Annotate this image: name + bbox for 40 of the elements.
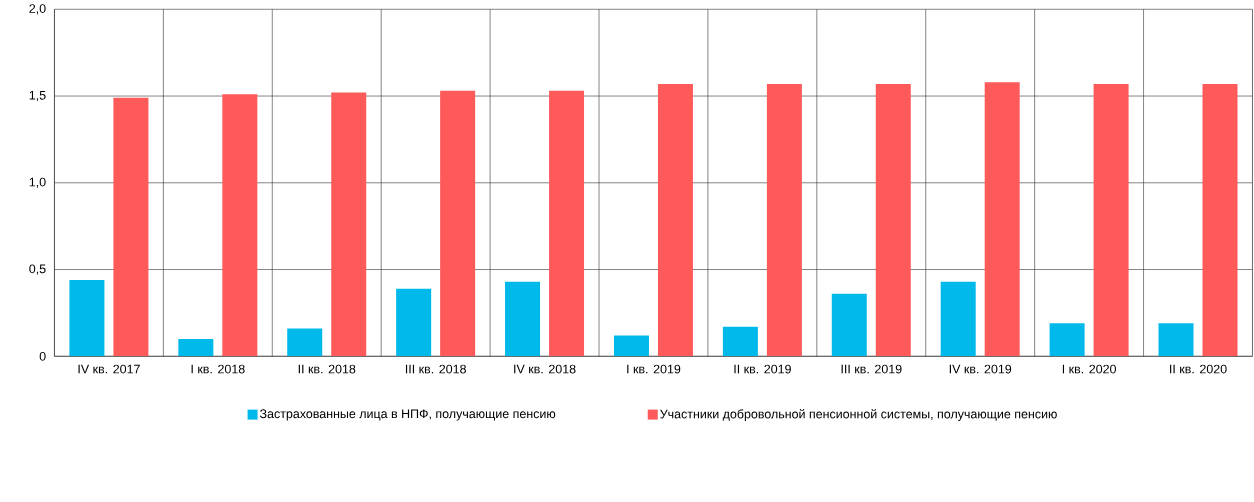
y-tick-label: 0	[39, 351, 46, 361]
legend-label: Участники добровольной пенсионной системы, получающие пенсию	[660, 409, 1057, 421]
x-tick-label: IV кв. 2019	[949, 364, 1012, 374]
bar	[178, 338, 214, 357]
y-tick-label: 2,0	[29, 4, 46, 15]
x-tick-label: IV кв. 2018	[514, 364, 576, 374]
bar	[549, 90, 585, 357]
bar	[331, 92, 367, 357]
y-tick-label: 1,5	[29, 90, 46, 102]
bar	[396, 288, 432, 357]
y-tick-label: 1,0	[29, 177, 46, 188]
bar	[505, 281, 541, 357]
bar	[766, 83, 802, 357]
legend-label: Застрахованные лица в НПФ, получающие пенсию	[259, 409, 556, 421]
bar	[440, 90, 476, 357]
x-tick-label: II кв. 2018	[298, 364, 356, 374]
bar	[984, 82, 1020, 357]
x-tick-label: II кв. 2019	[734, 364, 791, 374]
x-tick-label: III кв. 2018	[405, 364, 466, 374]
x-tick-label: IV кв. 2017	[78, 364, 140, 374]
bar	[1202, 83, 1238, 357]
bar	[69, 279, 105, 357]
x-tick-label: II кв. 2020	[1170, 364, 1227, 374]
y-tick-label: 0,5	[29, 264, 46, 275]
bar	[222, 94, 258, 357]
bar	[1158, 323, 1194, 357]
bar	[287, 328, 323, 357]
bar	[722, 326, 758, 357]
bar	[1093, 83, 1129, 357]
x-tick-label: I кв. 2020	[1062, 364, 1116, 374]
x-tick-label: I кв. 2018	[191, 364, 245, 374]
x-tick-label: III кв. 2019	[841, 364, 902, 374]
bar	[113, 97, 149, 357]
x-tick-label: I кв. 2019	[627, 364, 681, 374]
bar	[875, 83, 911, 357]
bar	[657, 83, 693, 357]
bar	[940, 281, 976, 357]
bar	[613, 335, 649, 357]
bar	[831, 293, 867, 357]
bar	[1049, 323, 1085, 357]
